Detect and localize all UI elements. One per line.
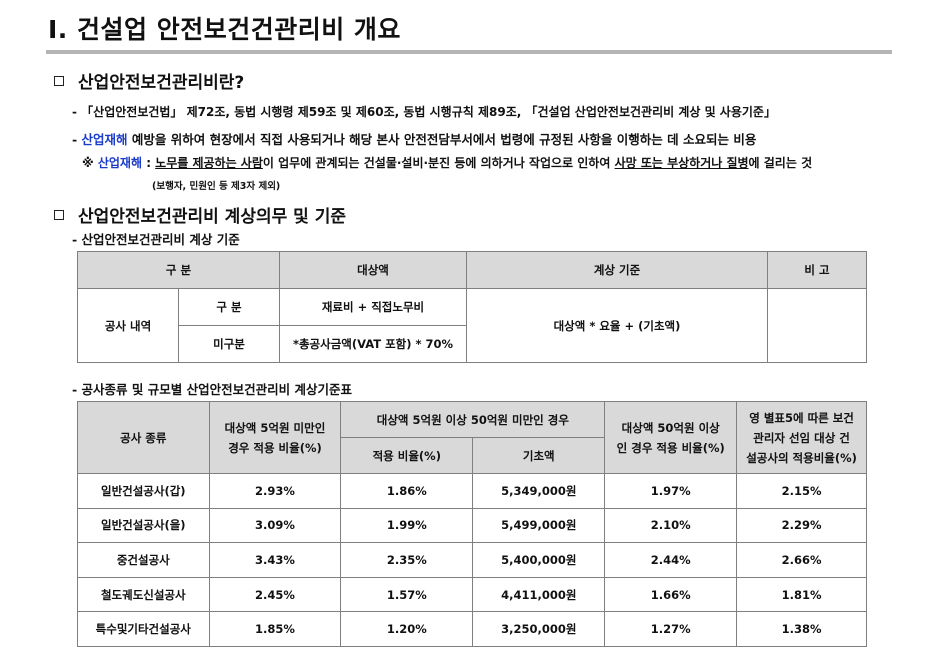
rate-cell: 1.99% (340, 507, 474, 544)
table-row: 특수및기타건설공사 1.85% 1.20% 3,250,000원 1.27% 1.38% (77, 611, 867, 647)
construction-type-cell: 중건설공사 (77, 542, 210, 578)
law-reference-line: - 「산업안전보건법」 제72조, 동법 시행령 제59조 및 제60조, 동법… (72, 105, 776, 119)
header-line: 경우 적용 비율(%) (228, 440, 322, 455)
section2-heading-text: 산업안전보건관리비 계상의무 및 기준 (78, 207, 346, 227)
table-row: 중건설공사 3.43% 2.35% 5,400,000원 2.44% 2.66% (77, 542, 867, 578)
highlight-term: 산업재해 (81, 132, 128, 147)
underlined-phrase: 노무를 제공하는 사람 (155, 156, 263, 170)
header-line: 대상액 5억원 미만인 (224, 420, 326, 435)
rate-cell: 2.15% (736, 473, 867, 509)
table1-cell: *총공사금액(VAT 포함) * 70% (279, 325, 467, 363)
table2-caption: - 공사종류 및 규모별 산업안전보건관리비 계상기준표 (72, 382, 352, 397)
section1-heading-text: 산업안전보건관리비란? (78, 73, 245, 93)
note-mark: ※ (82, 156, 98, 170)
rate-cell: 1.38% (736, 611, 867, 647)
title-divider (46, 50, 892, 54)
construction-type-cell: 일반건설공사(을) (77, 507, 210, 544)
table1-cell: 구 분 (178, 288, 280, 326)
rate-cell: 1.57% (340, 576, 474, 613)
section1-heading: 산업안전보건관리비란? (54, 68, 244, 93)
rate-cell: 5,349,000원 (472, 473, 606, 509)
group-cell: 공사 내역 (77, 288, 179, 363)
table1-header: 대상액 (279, 251, 467, 289)
table1-header: 계상 기준 (466, 251, 768, 289)
rate-cell: 5,400,000원 (472, 542, 606, 578)
rate-cell: 1.81% (736, 576, 867, 613)
table1-caption: - 산업안전보건관리비 계상 기준 (72, 232, 240, 247)
rate-cell: 3.43% (208, 542, 342, 578)
exclusion-note: (보행자, 민원인 등 제3자 제외) (152, 181, 281, 192)
rate-table: 공사 종류 대상액 5억원 미만인 경우 적용 비율(%) 대상액 5억원 이상… (77, 401, 867, 647)
rate-cell: 1.20% (340, 611, 474, 647)
rate-table-body: 일반건설공사(갑) 2.93% 1.86% 5,349,000원 1.97% 2.15% 일… (77, 473, 867, 647)
colon: : (142, 156, 156, 170)
rate-cell: 2.10% (604, 507, 738, 544)
header-line: 인 경우 적용 비율(%) (616, 440, 725, 455)
rate-cell: 3.09% (208, 507, 342, 544)
rate-header-mid-rate: 적용 비율(%) (340, 437, 474, 474)
page-title: Ⅰ. 건설업 안전보건건관리비 개요 (48, 15, 401, 44)
accident-text-end: 에 걸리는 것 (748, 156, 813, 170)
formula-cell: 대상액 * 요율 + (기초액) (466, 288, 768, 363)
rate-header-type: 공사 종류 (77, 401, 210, 474)
rate-header-mid: 대상액 5억원 이상 50억원 미만인 경우 (340, 401, 606, 438)
rate-cell: 1.85% (208, 611, 342, 647)
rate-cell: 4,411,000원 (472, 576, 606, 613)
rate-cell: 5,499,000원 (472, 507, 606, 544)
table1-cell: 재료비 + 직접노무비 (279, 288, 467, 326)
section2-heading: 산업안전보건관리비 계상의무 및 기준 (54, 202, 346, 227)
accident-text: 이 업무에 관계되는 건설물·설비·분진 등에 의하거나 작업으로 인하여 (262, 156, 615, 170)
header-line: 관리자 선임 대상 건 (753, 430, 850, 445)
construction-type-cell: 철도궤도신설공사 (77, 576, 210, 613)
checkbox-bullet-icon (54, 210, 64, 220)
table1-cell: 미구분 (178, 325, 280, 363)
highlight-term: 산업재해 (97, 156, 143, 170)
definition-line: - 산업재해 예방을 위하여 현장에서 직접 사용되거나 해당 본사 안전전담부… (72, 129, 756, 148)
accident-definition-line: ※ 산업재해 : 노무를 제공하는 사람이 업무에 관계되는 건설물·설비·분진… (82, 154, 812, 171)
rate-cell: 2.29% (736, 507, 867, 544)
rate-header-under5: 대상액 5억원 미만인 경우 적용 비율(%) (208, 401, 342, 474)
table-row: 일반건설공사(갑) 2.93% 1.86% 5,349,000원 1.97% 2.15% (77, 473, 867, 509)
rate-cell: 1.86% (340, 473, 474, 509)
rate-header-annex: 영 별표5에 따른 보건 관리자 선임 대상 건 설공사의 적용비율(%) (736, 401, 867, 474)
construction-type-cell: 일반건설공사(갑) (77, 473, 210, 509)
header-line: 대상액 50억원 이상 (621, 420, 720, 435)
table-row: 일반건설공사(을) 3.09% 1.99% 5,499,000원 2.10% 2.29% (77, 507, 867, 544)
rate-cell: 2.66% (736, 542, 867, 578)
rate-cell: 2.35% (340, 542, 474, 578)
table1-header: 비 고 (767, 251, 867, 289)
rate-cell: 2.44% (604, 542, 738, 578)
construction-type-cell: 특수및기타건설공사 (77, 611, 210, 647)
table-row: 철도궤도신설공사 2.45% 1.57% 4,411,000원 1.66% 1.81% (77, 576, 867, 613)
rate-header-mid-base: 기초액 (472, 437, 606, 474)
rate-cell: 2.93% (208, 473, 342, 509)
header-line: 설공사의 적용비율(%) (746, 450, 857, 465)
checkbox-bullet-icon (54, 76, 64, 86)
header-line: 영 별표5에 따른 보건 (749, 410, 854, 425)
rate-header-over50: 대상액 50억원 이상 인 경우 적용 비율(%) (604, 401, 738, 474)
rate-cell: 1.66% (604, 576, 738, 613)
rate-cell: 3,250,000원 (472, 611, 606, 647)
table1-header: 구 분 (77, 251, 280, 289)
remarks-cell (767, 288, 867, 363)
definition-text: 예방을 위하여 현장에서 직접 사용되거나 해당 본사 안전전담부서에서 법령에… (127, 132, 757, 147)
underlined-phrase: 사망 또는 부상하거나 질병 (614, 156, 749, 170)
rate-cell: 2.45% (208, 576, 342, 613)
cost-basis-table: 구 분 대상액 계상 기준 비 고 공사 내역 구 분 재료비 + 직접노무비 … (77, 251, 867, 363)
dash: - (72, 132, 82, 147)
rate-cell: 1.27% (604, 611, 738, 647)
rate-cell: 1.97% (604, 473, 738, 509)
